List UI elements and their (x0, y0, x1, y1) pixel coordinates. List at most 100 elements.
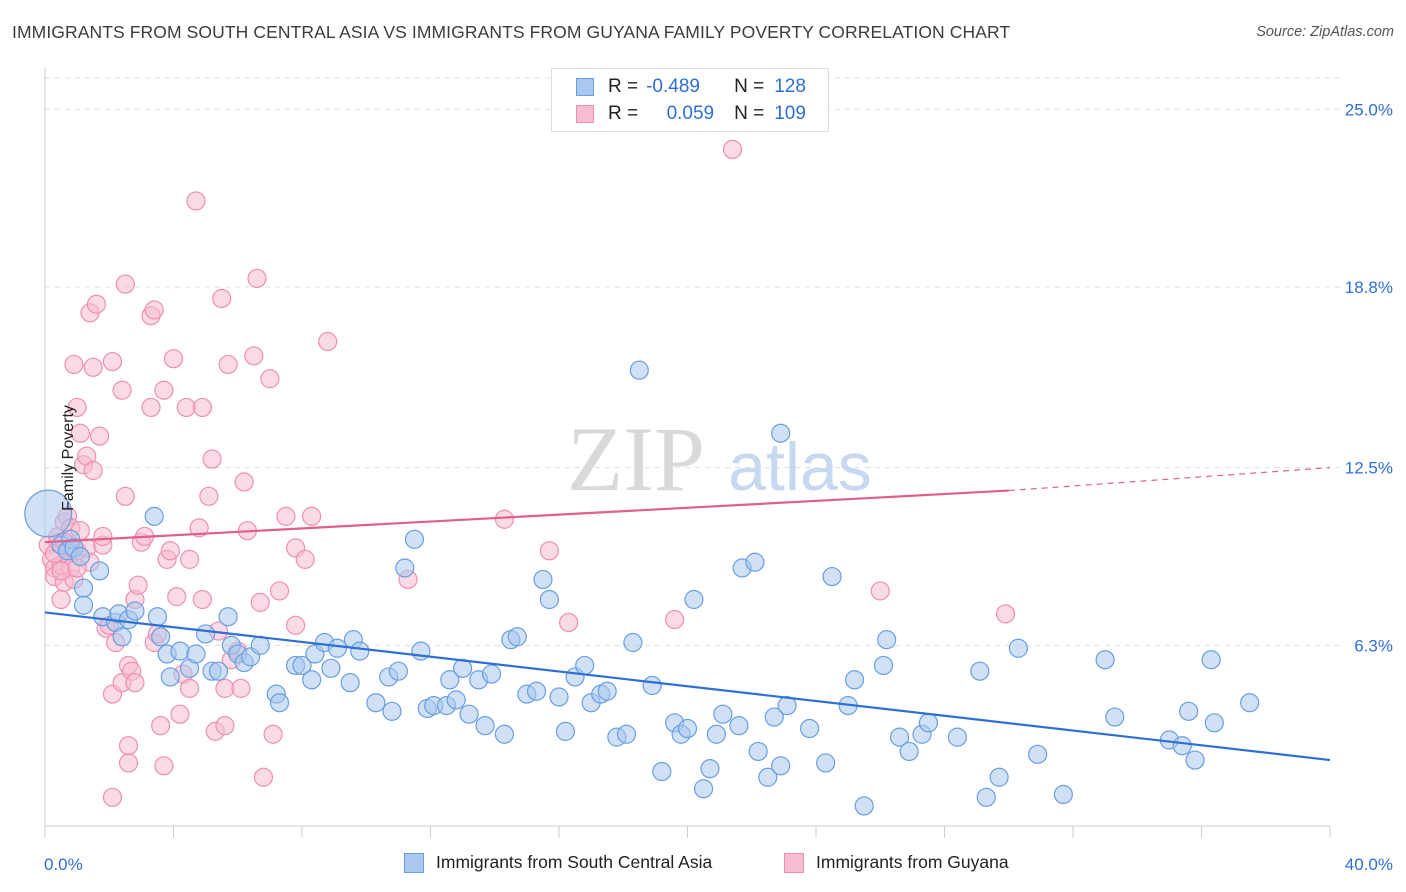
data-point-south-central-asia (446, 690, 466, 710)
data-point-south-central-asia (989, 767, 1009, 787)
correlation-legend: R = -0.489 N = 128 R = 0.059 N = 109 (551, 68, 829, 132)
data-point-guyana (494, 509, 514, 529)
data-point-guyana (318, 331, 338, 352)
series-guyana-points (38, 139, 1016, 807)
data-point-guyana (86, 294, 107, 314)
series-legend: Immigrants from South Central Asia Immig… (0, 852, 1406, 878)
data-point-guyana (115, 274, 135, 294)
data-point-guyana (218, 354, 238, 375)
legend-swatch-pink (576, 105, 594, 123)
data-point-south-central-asia (481, 664, 502, 684)
series-south-central-asia-points (24, 360, 1260, 816)
data-point-south-central-asia (292, 655, 312, 676)
data-point-south-central-asia (1105, 707, 1125, 727)
data-point-south-central-asia (170, 641, 190, 661)
data-point-south-central-asia (889, 727, 910, 747)
data-point-south-central-asia (629, 360, 649, 380)
data-point-south-central-asia (700, 759, 720, 779)
data-point-south-central-asia (1028, 744, 1048, 764)
data-point-south-central-asia (302, 670, 322, 690)
data-point-guyana (160, 541, 180, 561)
legend-row-guyana: R = 0.059 N = 109 (576, 102, 806, 126)
data-point-guyana (722, 139, 743, 160)
data-point-south-central-asia (729, 716, 749, 736)
data-point-south-central-asia (144, 506, 164, 526)
watermark: ZIP atlas (567, 408, 872, 510)
data-point-guyana (118, 736, 139, 756)
data-point-guyana (276, 506, 296, 526)
data-point-guyana (559, 612, 579, 633)
trend-lines (44, 467, 1331, 762)
data-point-guyana (870, 581, 890, 601)
data-point-south-central-asia (616, 724, 637, 744)
data-point-south-central-asia (918, 713, 939, 733)
y-tick-label: 12.5% (1345, 459, 1393, 478)
data-point-south-central-asia (1095, 650, 1115, 670)
data-point-south-central-asia (382, 701, 402, 721)
data-point-south-central-asia (90, 561, 110, 581)
data-point-south-central-asia (526, 681, 547, 701)
data-point-south-central-asia (151, 627, 171, 647)
data-point-south-central-asia (822, 566, 842, 587)
data-point-south-central-asia (677, 718, 698, 739)
data-point-guyana (539, 541, 559, 561)
legend-r-label: R = (608, 103, 639, 124)
data-point-south-central-asia (555, 721, 576, 741)
data-point-south-central-asia (652, 761, 672, 782)
data-point-south-central-asia (758, 767, 778, 787)
data-point-guyana (128, 575, 148, 595)
data-point-south-central-asia (684, 589, 704, 610)
data-point-south-central-asia (388, 661, 408, 681)
legend-n-value: 109 (774, 103, 806, 124)
legend-r-value: -0.489 (646, 76, 700, 97)
data-point-guyana (247, 268, 267, 289)
data-point-south-central-asia (1172, 736, 1192, 756)
data-point-guyana (253, 767, 274, 787)
data-point-guyana (102, 787, 123, 807)
data-point-south-central-asia (475, 716, 495, 736)
data-point-south-central-asia (764, 707, 784, 727)
data-point-guyana (269, 581, 290, 601)
data-point-guyana (234, 472, 254, 492)
data-point-guyana (144, 300, 164, 320)
data-point-guyana (83, 460, 103, 481)
trend-line-south-central-asia (44, 611, 1331, 762)
data-point-south-central-asia (147, 607, 168, 627)
data-point-guyana (199, 486, 219, 506)
data-point-south-central-asia (623, 632, 643, 653)
source-label: Source: ZipAtlas.com (1256, 24, 1394, 40)
data-point-guyana (51, 561, 71, 581)
data-point-south-central-asia (250, 635, 270, 655)
data-point-south-central-asia (642, 675, 662, 696)
y-tick-label: 18.8% (1345, 278, 1393, 297)
legend-row-south-central-asia: R = -0.489 N = 128 (576, 75, 806, 99)
data-point-guyana (179, 549, 200, 569)
data-point-guyana (90, 426, 110, 446)
legend-n-value: 128 (774, 76, 806, 97)
data-point-south-central-asia (873, 655, 894, 676)
x-tick-label: 0.0% (44, 855, 83, 874)
data-point-south-central-asia (877, 630, 897, 650)
data-point-south-central-asia (1179, 701, 1199, 721)
data-point-south-central-asia (745, 552, 765, 572)
data-point-south-central-asia (748, 741, 768, 762)
data-point-south-central-asia (597, 681, 617, 701)
axes (44, 68, 1331, 838)
data-point-guyana (118, 753, 139, 773)
data-point-guyana (167, 587, 187, 607)
data-point-south-central-asia (125, 601, 145, 621)
data-point-guyana (70, 423, 90, 443)
data-point-guyana (112, 380, 132, 400)
series-legend-swatch-blue (404, 852, 424, 873)
data-point-south-central-asia (844, 670, 865, 690)
data-point-guyana (231, 678, 251, 698)
data-point-guyana (115, 486, 135, 506)
data-point-guyana (295, 549, 315, 569)
data-point-south-central-asia (366, 693, 386, 713)
y-tick-label: 25.0% (1345, 100, 1393, 119)
data-point-south-central-asia (1053, 784, 1073, 805)
data-point-guyana (51, 589, 71, 610)
data-point-south-central-asia (706, 724, 727, 744)
data-point-south-central-asia (970, 661, 990, 681)
legend-swatch-blue (576, 78, 594, 96)
